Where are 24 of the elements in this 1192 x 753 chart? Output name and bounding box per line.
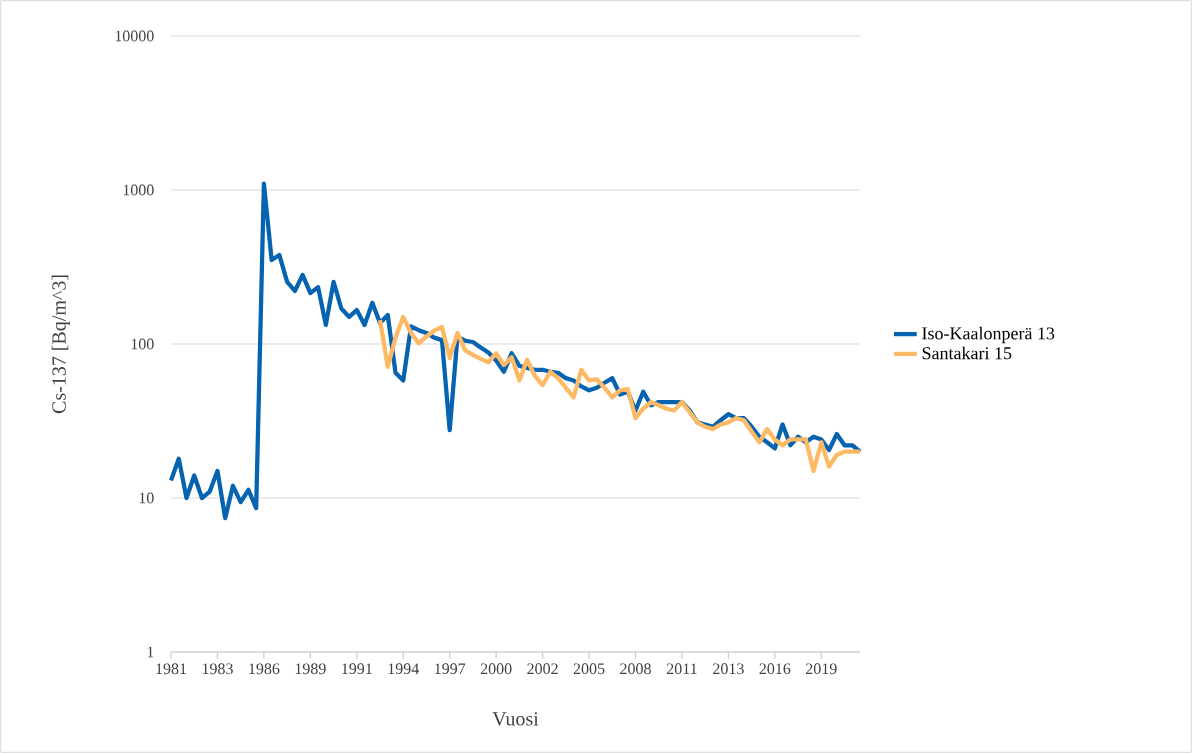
x-tick-label: 2016 [759, 663, 791, 675]
y-tick-label: 1000 [123, 184, 154, 196]
y-tick-label: 1 [147, 646, 154, 658]
x-tick-label: 1983 [202, 663, 233, 675]
x-tick-label: 2019 [806, 663, 837, 675]
legend-label: Santakari 15 [922, 346, 1012, 360]
x-tick-label: 2011 [666, 663, 697, 675]
y-axis-title: Cs-137 [Bq/m^3] [51, 275, 70, 414]
x-tick-label: 1986 [249, 663, 280, 675]
x-tick-label: 2008 [620, 663, 651, 675]
x-tick-label: 1989 [295, 663, 326, 675]
x-tick-label: 1981 [156, 663, 187, 675]
x-tick-label: 1991 [342, 663, 372, 675]
y-tick-label: 10000 [115, 30, 154, 42]
x-tick-label: 2000 [480, 663, 512, 675]
x-axis-title: Vuosi [492, 712, 539, 726]
x-tick-label: 2013 [713, 663, 744, 675]
legend-label: Iso-Kaalonperä 13 [922, 326, 1055, 344]
x-tick-label: 1997 [435, 663, 466, 675]
x-tick-label: 2005 [573, 663, 605, 675]
x-tick-label: 1994 [388, 663, 420, 675]
y-tick-label: 10 [139, 492, 154, 504]
y-tick-label: 100 [131, 338, 154, 350]
x-tick-label: 2002 [527, 663, 558, 675]
